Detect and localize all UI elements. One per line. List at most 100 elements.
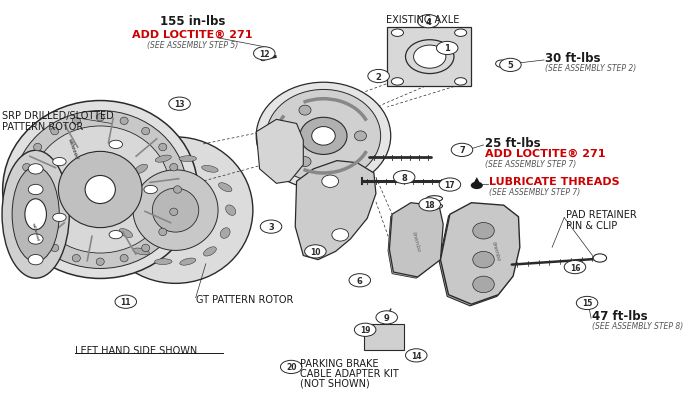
Circle shape [109, 231, 122, 239]
Ellipse shape [180, 259, 196, 266]
Ellipse shape [134, 165, 148, 174]
Ellipse shape [28, 164, 43, 175]
Text: brembo: brembo [411, 230, 421, 252]
Text: (SEE ASSEMBLY STEP 7): (SEE ASSEMBLY STEP 7) [489, 187, 580, 196]
Ellipse shape [22, 164, 31, 171]
Ellipse shape [204, 247, 216, 256]
Circle shape [144, 186, 158, 194]
Polygon shape [388, 205, 440, 278]
Text: 3: 3 [268, 223, 274, 232]
Text: 14: 14 [411, 351, 421, 360]
Text: 9: 9 [384, 313, 390, 322]
Circle shape [281, 361, 302, 374]
Text: 1: 1 [444, 44, 450, 53]
Ellipse shape [121, 183, 131, 193]
FancyBboxPatch shape [387, 27, 471, 87]
Ellipse shape [28, 185, 43, 195]
Text: 6: 6 [357, 276, 363, 285]
Circle shape [564, 261, 586, 274]
Ellipse shape [169, 209, 178, 216]
Text: PARKING BRAKE: PARKING BRAKE [300, 358, 379, 368]
Ellipse shape [174, 186, 181, 194]
Polygon shape [439, 205, 519, 306]
Circle shape [405, 349, 427, 362]
Ellipse shape [256, 83, 391, 190]
Ellipse shape [202, 166, 218, 173]
Ellipse shape [28, 209, 43, 220]
Text: 2: 2 [376, 72, 382, 81]
Text: 30 ft-lbs: 30 ft-lbs [545, 52, 601, 65]
Ellipse shape [473, 276, 494, 293]
Text: 13: 13 [174, 100, 185, 109]
Ellipse shape [28, 255, 43, 265]
Circle shape [439, 178, 461, 192]
Text: EXISTING AXLE: EXISTING AXLE [386, 15, 460, 26]
Ellipse shape [96, 114, 104, 122]
Ellipse shape [225, 205, 236, 216]
Ellipse shape [12, 167, 60, 262]
Polygon shape [474, 178, 480, 183]
Text: PIN & CLIP: PIN & CLIP [566, 220, 617, 230]
Ellipse shape [266, 90, 381, 183]
Text: 5: 5 [508, 61, 513, 70]
Text: GT PATTERN ROTOR: GT PATTERN ROTOR [196, 294, 293, 304]
Text: LEFT HAND SIDE SHOWN: LEFT HAND SIDE SHOWN [75, 345, 197, 355]
Circle shape [260, 221, 282, 234]
Text: 7: 7 [459, 146, 465, 155]
Text: brembo: brembo [491, 240, 500, 261]
Ellipse shape [312, 127, 335, 146]
Ellipse shape [260, 57, 265, 62]
Ellipse shape [2, 151, 69, 278]
Ellipse shape [50, 244, 59, 252]
Ellipse shape [473, 223, 494, 240]
Circle shape [391, 78, 403, 86]
Text: ADD LOCTITE® 271: ADD LOCTITE® 271 [132, 29, 253, 39]
Ellipse shape [72, 118, 80, 125]
Text: 11: 11 [120, 297, 131, 306]
Ellipse shape [119, 229, 132, 238]
Text: 20: 20 [286, 363, 296, 372]
Circle shape [454, 78, 467, 86]
Ellipse shape [28, 234, 43, 244]
Polygon shape [295, 161, 376, 260]
Ellipse shape [300, 118, 347, 155]
Text: 18: 18 [424, 200, 435, 209]
Ellipse shape [120, 255, 128, 262]
Circle shape [52, 158, 66, 166]
Circle shape [253, 47, 275, 61]
Ellipse shape [179, 157, 197, 162]
Text: 10: 10 [310, 247, 321, 256]
Circle shape [109, 141, 122, 149]
Ellipse shape [322, 176, 339, 188]
Ellipse shape [98, 138, 253, 284]
Ellipse shape [120, 118, 128, 125]
Text: 8: 8 [401, 173, 407, 182]
Text: (SEE ASSEMBLY STEP 5): (SEE ASSEMBLY STEP 5) [147, 40, 238, 50]
Ellipse shape [426, 196, 442, 202]
Circle shape [436, 42, 458, 55]
Text: 19: 19 [360, 325, 370, 335]
Ellipse shape [31, 127, 170, 254]
Ellipse shape [141, 128, 150, 135]
Ellipse shape [220, 228, 230, 239]
Circle shape [454, 30, 467, 37]
Text: SRP DRILLED/SLOTTED: SRP DRILLED/SLOTTED [2, 111, 114, 121]
Circle shape [169, 98, 190, 111]
Circle shape [393, 171, 415, 184]
Ellipse shape [96, 259, 104, 266]
Ellipse shape [133, 248, 149, 255]
Ellipse shape [72, 255, 80, 262]
Text: PAD RETAINER: PAD RETAINER [566, 210, 636, 220]
Ellipse shape [405, 40, 454, 74]
Ellipse shape [299, 106, 311, 116]
Circle shape [391, 30, 403, 37]
Circle shape [421, 19, 430, 24]
Polygon shape [256, 120, 303, 184]
Ellipse shape [169, 164, 178, 171]
Ellipse shape [426, 204, 442, 209]
Ellipse shape [382, 313, 391, 320]
Text: (SEE ASSEMBLY STEP 7): (SEE ASSEMBLY STEP 7) [485, 159, 576, 169]
Ellipse shape [299, 157, 311, 167]
Ellipse shape [354, 132, 367, 142]
Text: ADD LOCTITE® 271: ADD LOCTITE® 271 [485, 149, 606, 159]
